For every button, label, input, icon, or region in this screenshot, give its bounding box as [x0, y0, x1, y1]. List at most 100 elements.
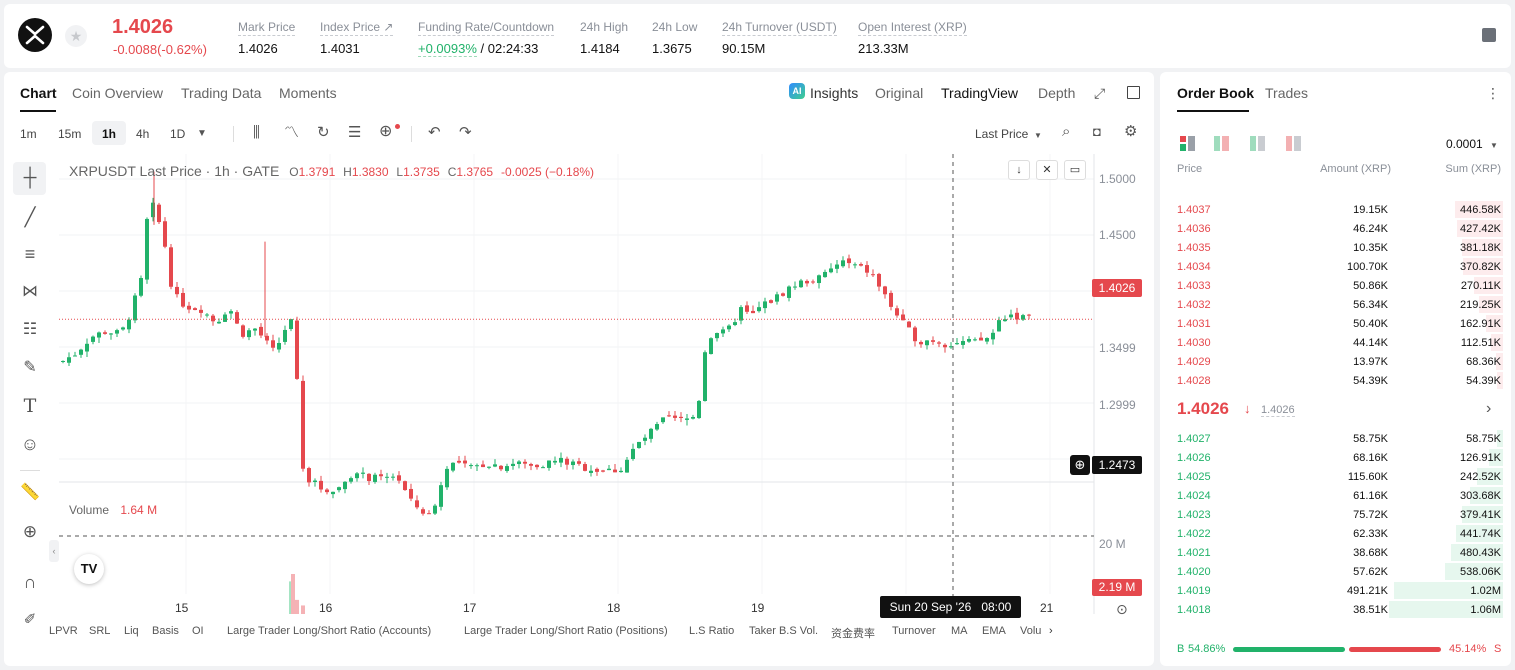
- indicator-tab[interactable]: Large Trader Long/Short Ratio (Accounts): [227, 625, 432, 637]
- indicator-tab[interactable]: 资金费率: [831, 628, 875, 640]
- more-options-icon[interactable]: ⋮: [1486, 85, 1500, 101]
- ask-row[interactable]: 1.4033 50.86K 270.11K: [1160, 276, 1511, 295]
- bid-row[interactable]: 1.4022 62.33K 441.74K: [1160, 524, 1511, 543]
- bid-row[interactable]: 1.4021 38.68K 480.43K: [1160, 543, 1511, 562]
- brush-icon[interactable]: ✎: [23, 359, 37, 376]
- collapse-button[interactable]: ✕: [1036, 160, 1058, 180]
- replay-icon[interactable]: ↻: [317, 124, 330, 141]
- bid-row[interactable]: 1.4026 68.16K 126.91K: [1160, 448, 1511, 467]
- horizontal-lines-icon[interactable]: ≡: [24, 244, 36, 264]
- interval-4h[interactable]: 4h: [136, 127, 150, 141]
- view-both-icon[interactable]: [1180, 136, 1195, 151]
- pencil-icon[interactable]: ✐: [23, 611, 37, 628]
- search-icon[interactable]: ⌕: [1062, 123, 1071, 140]
- indicator-tab[interactable]: LPVR: [49, 625, 78, 637]
- text-tool-icon[interactable]: T: [23, 395, 37, 417]
- pattern-icon[interactable]: ⋈: [22, 283, 38, 300]
- tab-insights[interactable]: Insights: [810, 85, 859, 101]
- chevron-right-icon[interactable]: ›: [1049, 625, 1053, 637]
- emoji-icon[interactable]: ☺: [20, 434, 40, 454]
- expand-icon[interactable]: ⤢: [1094, 85, 1106, 101]
- view-bids-icon[interactable]: [1250, 136, 1265, 151]
- caret-down-icon[interactable]: ▼: [1490, 141, 1498, 150]
- price-type-select[interactable]: Last Price: [975, 127, 1029, 141]
- tab-chart[interactable]: Chart: [20, 85, 57, 101]
- tab-order-book[interactable]: Order Book: [1177, 85, 1255, 101]
- ask-row[interactable]: 1.4032 56.34K 219.25K: [1160, 295, 1511, 314]
- window-icon[interactable]: [1127, 86, 1140, 99]
- ask-row[interactable]: 1.4030 44.14K 112.51K: [1160, 333, 1511, 352]
- scroll-down-button[interactable]: ↓: [1008, 160, 1030, 180]
- chevron-down-icon[interactable]: ▼: [197, 128, 207, 139]
- candle-type-icon[interactable]: ⫼: [253, 124, 260, 141]
- bid-row[interactable]: 1.4023 75.72K 379.41K: [1160, 505, 1511, 524]
- indicator-tab[interactable]: Large Trader Long/Short Ratio (Positions…: [464, 625, 668, 637]
- fit-button[interactable]: ▭: [1064, 160, 1086, 180]
- bid-row[interactable]: 1.4025 115.60K 242.52K: [1160, 467, 1511, 486]
- ask-row[interactable]: 1.4036 46.24K 427.42K: [1160, 219, 1511, 238]
- interval-1d[interactable]: 1D: [170, 127, 186, 141]
- ask-row[interactable]: 1.4034 100.70K 370.82K: [1160, 257, 1511, 276]
- indicator-tab[interactable]: Volu: [1020, 625, 1042, 637]
- zoom-in-icon[interactable]: ⊕: [22, 522, 38, 541]
- magnet-icon[interactable]: ∩: [23, 572, 37, 592]
- tab-depth[interactable]: Depth: [1038, 85, 1076, 101]
- crosshair-add-icon[interactable]: ⊕: [1070, 455, 1090, 475]
- bid-row[interactable]: 1.4027 58.75K 58.75K: [1160, 429, 1511, 448]
- price-chart[interactable]: [59, 154, 1154, 614]
- favorite-star-icon[interactable]: ★: [65, 25, 87, 47]
- undo-icon[interactable]: ↶: [428, 124, 441, 141]
- view-asks-icon[interactable]: [1286, 136, 1301, 151]
- bid-row[interactable]: 1.4018 38.51K 1.06M: [1160, 600, 1511, 619]
- bid-row[interactable]: 1.4024 61.16K 303.68K: [1160, 486, 1511, 505]
- ask-row[interactable]: 1.4028 54.39K 54.39K: [1160, 371, 1511, 390]
- caret-down-icon[interactable]: ▼: [1034, 131, 1042, 140]
- view-bids-asks-icon[interactable]: [1214, 136, 1229, 151]
- ask-row[interactable]: 1.4037 19.15K 446.58K: [1160, 200, 1511, 219]
- ask-row[interactable]: 1.4031 50.40K 162.91K: [1160, 314, 1511, 333]
- precision-select[interactable]: 0.0001: [1446, 137, 1483, 151]
- indicator-tab[interactable]: EMA: [982, 625, 1006, 637]
- fib-icon[interactable]: ☷: [22, 321, 38, 338]
- indicator-tab[interactable]: L.S Ratio: [689, 625, 735, 637]
- notebook-icon[interactable]: [1482, 28, 1496, 42]
- indicator-tab[interactable]: MA: [951, 625, 968, 637]
- indicator-tab[interactable]: Basis: [152, 625, 179, 637]
- interval-1m[interactable]: 1m: [20, 127, 37, 141]
- redo-icon[interactable]: ↷: [459, 124, 472, 141]
- indicator-tab[interactable]: Turnover: [892, 625, 936, 637]
- trend-line-icon[interactable]: ╱: [24, 207, 36, 227]
- price-cell: 1.4035: [1177, 242, 1211, 254]
- tab-coin-overview[interactable]: Coin Overview: [72, 85, 164, 101]
- ask-row[interactable]: 1.4029 13.97K 68.36K: [1160, 352, 1511, 371]
- chevron-right-icon[interactable]: ›: [1486, 400, 1492, 417]
- templates-icon[interactable]: ☰: [348, 124, 362, 141]
- ask-row[interactable]: 1.4035 10.35K 381.18K: [1160, 238, 1511, 257]
- stat-funding-rate[interactable]: Funding Rate/Countdown +0.0093% / 02:24:3…: [418, 20, 555, 57]
- tab-trading-data[interactable]: Trading Data: [181, 85, 262, 101]
- indicator-tab[interactable]: OI: [192, 625, 204, 637]
- collapse-sidebar-handle[interactable]: ‹: [49, 540, 59, 562]
- crosshair-icon[interactable]: ┼: [23, 167, 37, 187]
- settings-gear-icon[interactable]: ⚙: [1124, 123, 1138, 140]
- tab-moments[interactable]: Moments: [279, 85, 337, 101]
- tab-tradingview[interactable]: TradingView: [941, 85, 1019, 101]
- tab-original[interactable]: Original: [875, 85, 924, 101]
- reset-chart-icon[interactable]: ⊙: [1116, 601, 1128, 617]
- tab-trades[interactable]: Trades: [1265, 85, 1309, 101]
- stat-mark-price[interactable]: Mark Price 1.4026: [238, 20, 296, 56]
- indicators-icon[interactable]: 〽: [284, 124, 300, 141]
- bid-row[interactable]: 1.4019 491.21K 1.02M: [1160, 581, 1511, 600]
- interval-1h[interactable]: 1h: [102, 127, 117, 141]
- indicator-tab[interactable]: Taker B.S Vol.: [749, 625, 819, 637]
- indicator-tab[interactable]: SRL: [89, 625, 111, 637]
- bid-row[interactable]: 1.4020 57.62K 538.06K: [1160, 562, 1511, 581]
- interval-15m[interactable]: 15m: [58, 127, 82, 141]
- stat-24h-turnover[interactable]: 24h Turnover (USDT) 90.15M: [722, 20, 837, 56]
- stat-open-interest[interactable]: Open Interest (XRP) 213.33M: [858, 20, 967, 56]
- ruler-icon[interactable]: 📏: [20, 484, 40, 501]
- indicator-tab[interactable]: Liq: [124, 625, 139, 637]
- add-alert-icon[interactable]: ⊕: [379, 123, 393, 140]
- camera-icon[interactable]: ◘: [1093, 124, 1101, 139]
- stat-index-price[interactable]: Index Price ↗ 1.4031: [320, 20, 394, 56]
